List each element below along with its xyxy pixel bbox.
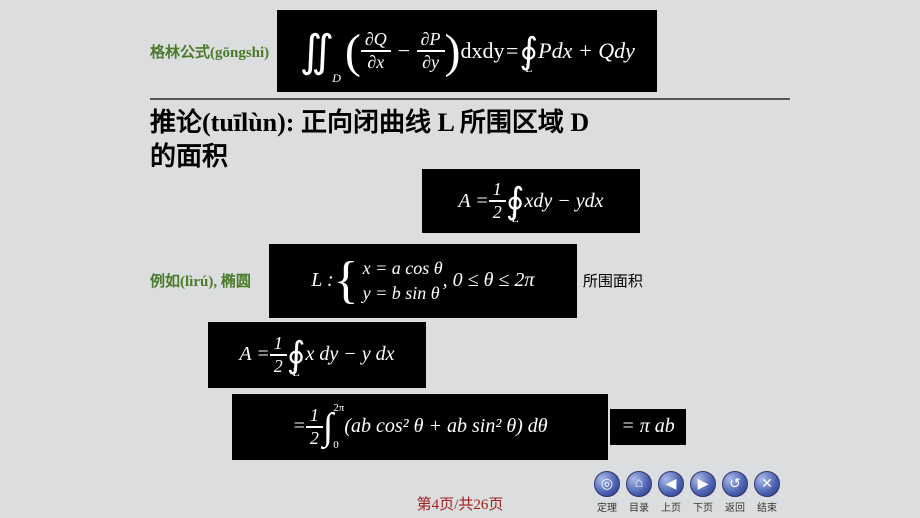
slide-content: 格林公式(gōngshi) ∬D ( ∂Q∂x − ∂P∂y ) dxdy = … <box>150 10 810 460</box>
enclosed-area-label: 所围面积 <box>583 270 643 291</box>
example-row: 例如(lìrú), 椭圆 L : { x = a cos θ y = b sin… <box>150 244 810 318</box>
nav-exit[interactable]: ✕ 结束 <box>754 471 780 514</box>
integral-row: = 12 ∫ 2π0 (ab cos² θ + ab sin² θ) dθ = … <box>232 394 810 460</box>
nav-bar: ◎ 定理 ⌂ 目录 ◀ 上页 ▶ 下页 ↺ 返回 ✕ 结束 <box>594 471 780 514</box>
area-formula: A = 12 ∮L xdy − ydx <box>422 169 640 233</box>
nav-theorem[interactable]: ◎ 定理 <box>594 471 620 514</box>
nav-label: 结束 <box>757 499 777 514</box>
greens-formula-label: 格林公式(gōngshi) <box>150 41 269 62</box>
divider <box>150 98 790 100</box>
page-indicator: 第4页/共26页 <box>417 493 504 514</box>
nav-label: 定理 <box>597 499 617 514</box>
nav-prev[interactable]: ◀ 上页 <box>658 471 684 514</box>
home-icon: ⌂ <box>626 471 652 497</box>
corollary-prefix: 推论(tuīlùn): <box>150 108 294 137</box>
result-pi-ab: = π ab <box>610 409 686 445</box>
nav-label: 返回 <box>725 499 745 514</box>
ellipse-parametric: L : { x = a cos θ y = b sin θ , 0 ≤ θ ≤ … <box>269 244 577 318</box>
nav-label: 上页 <box>661 499 681 514</box>
back-icon: ↺ <box>722 471 748 497</box>
nav-next[interactable]: ▶ 下页 <box>690 471 716 514</box>
greens-formula-row: 格林公式(gōngshi) ∬D ( ∂Q∂x − ∂P∂y ) dxdy = … <box>150 10 810 92</box>
nav-toc[interactable]: ⌂ 目录 <box>626 471 652 514</box>
greens-formula-equation: ∬D ( ∂Q∂x − ∂P∂y ) dxdy = ∮L Pdx + Qdy <box>277 10 657 92</box>
target-icon: ◎ <box>594 471 620 497</box>
area-formula-applied: A = 12 ∮L x dy − y dx <box>208 322 426 388</box>
nav-back[interactable]: ↺ 返回 <box>722 471 748 514</box>
corollary-text: 推论(tuīlùn): 正向闭曲线 L 所围区域 D 的面积 <box>150 106 590 174</box>
nav-label: 下页 <box>693 499 713 514</box>
nav-label: 目录 <box>629 499 649 514</box>
next-icon: ▶ <box>690 471 716 497</box>
close-icon: ✕ <box>754 471 780 497</box>
prev-icon: ◀ <box>658 471 684 497</box>
definite-integral: = 12 ∫ 2π0 (ab cos² θ + ab sin² θ) dθ <box>232 394 608 460</box>
example-label: 例如(lìrú), 椭圆 <box>150 270 251 291</box>
